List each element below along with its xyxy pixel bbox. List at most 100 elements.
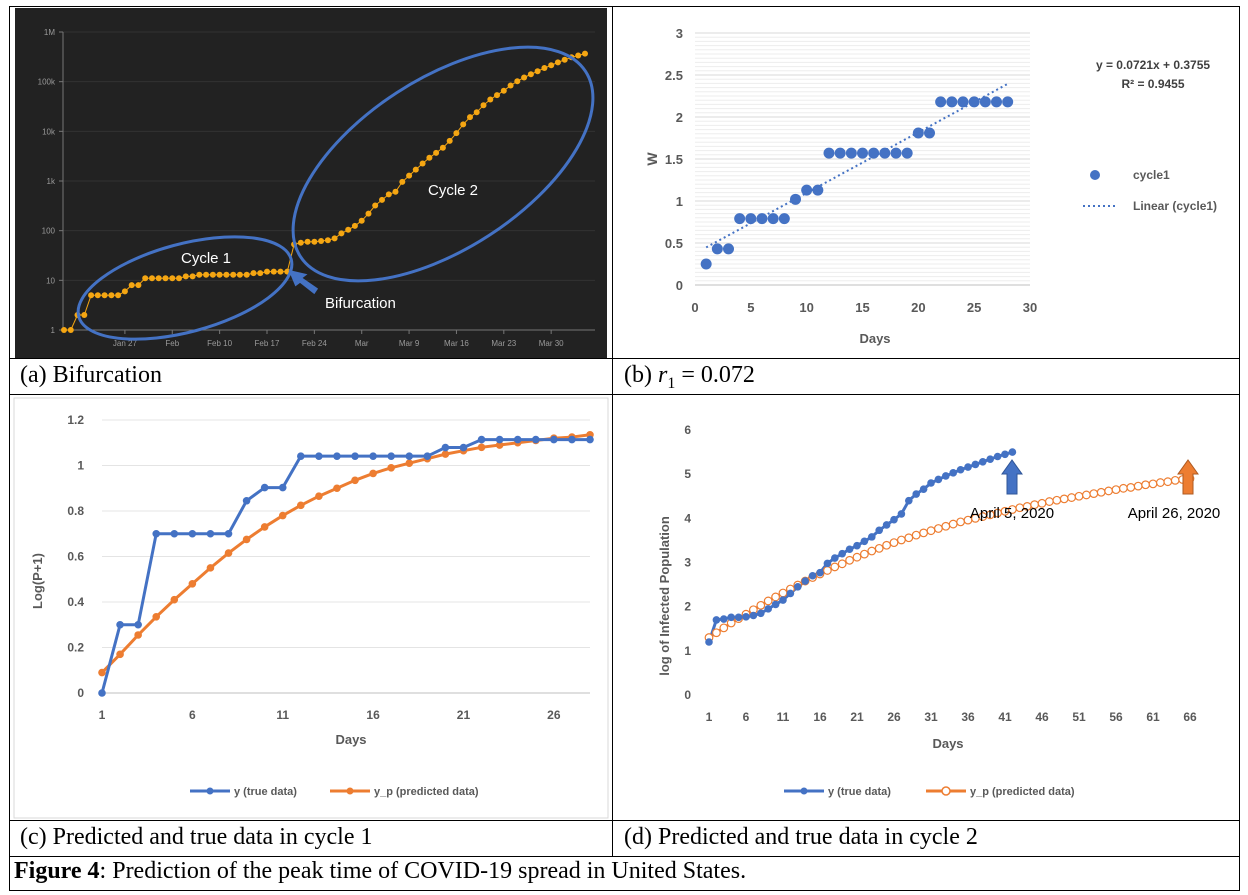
- chart-d-pred-point: [919, 528, 929, 538]
- chart-d-true-point: [1001, 450, 1009, 459]
- chart-c-pred-point: [315, 492, 323, 501]
- chart-d-pred-point: [837, 559, 847, 569]
- grid-caption2-bottom: [9, 856, 1240, 857]
- chart-a-point: [399, 178, 406, 185]
- chart-d-pred-point: [1133, 481, 1143, 491]
- chart-d-ytick-label: 4: [684, 511, 691, 525]
- chart-d-pred-point: [711, 628, 721, 638]
- chart-b-xtick-label: 15: [855, 300, 869, 315]
- chart-b-point: [700, 258, 712, 270]
- chart-a-xtick-label: Mar 23: [491, 339, 516, 348]
- chart-a-point: [61, 327, 67, 333]
- chart-a-xtick-label: Jan 27: [113, 339, 138, 348]
- chart-c-pred-point: [170, 595, 179, 604]
- chart-c-true-point: [152, 529, 161, 538]
- chart-b-point: [912, 127, 924, 139]
- chart-c-true-point: [242, 496, 251, 505]
- chart-a-point: [101, 292, 108, 299]
- chart-d-true-point: [979, 458, 987, 466]
- chart-a-point: [500, 87, 507, 94]
- legend-d-pred-dot: [941, 786, 951, 796]
- chart-c-xtick-label: 11: [276, 708, 289, 722]
- chart-d-xtick-label: 36: [961, 710, 975, 724]
- chart-c-true-point: [568, 435, 576, 444]
- chart-c-true-point: [188, 529, 197, 538]
- chart-d-xtick-label: 66: [1183, 710, 1197, 724]
- chart-c-true-point: [116, 620, 124, 629]
- cycle-2-label: Cycle 2: [428, 182, 478, 199]
- chart-d-pred-point: [1119, 483, 1128, 493]
- caption-b-prefix: (b): [624, 362, 658, 388]
- chart-c-true-point: [224, 529, 233, 538]
- chart-c-ytick-label: 0: [77, 686, 84, 700]
- chart-d-pred-point: [771, 592, 781, 602]
- chart-a-point: [264, 268, 270, 275]
- chart-d-pred-point: [889, 538, 899, 548]
- caption-b-variable: r: [657, 362, 668, 388]
- chart-c-predicted-line: [100, 433, 591, 674]
- chart-b-ylabel: W: [644, 152, 660, 166]
- chart-c-pred-point: [477, 443, 486, 452]
- chart-d-xlabel: Days: [932, 736, 963, 751]
- chart-c-pred-point: [152, 612, 161, 621]
- april-26-label: April 26, 2020: [1128, 505, 1221, 522]
- chart-b-point: [957, 96, 969, 108]
- chart-a-point: [575, 52, 582, 59]
- chart-a-point: [230, 271, 237, 278]
- chart-d-pred-point: [1089, 489, 1099, 498]
- chart-a-ytick-label: 10k: [42, 127, 56, 136]
- chart-c-true-point: [495, 435, 504, 444]
- chart-b-point: [723, 243, 734, 255]
- chart-a-xtick-label: Mar 9: [399, 339, 420, 348]
- chart-c-pred-point: [495, 441, 504, 449]
- chart-d-pred-point: [911, 530, 921, 540]
- chart-d-pred-point: [1141, 480, 1150, 490]
- chart-a: 1M 100k 10k 1k 100 10 1 Jan 27 Feb Feb 10 Feb 17 F…: [15, 8, 607, 358]
- chart-b-xtick-label: 20: [911, 300, 925, 315]
- chart-c-true-point: [441, 443, 450, 452]
- chart-b-point: [924, 127, 935, 139]
- chart-a-point: [94, 292, 101, 299]
- chart-d-pred-point: [859, 549, 869, 559]
- chart-c-true-point: [260, 483, 269, 492]
- chart-a-ytick-label: 100: [42, 227, 56, 236]
- chart-b-point: [1002, 96, 1014, 108]
- chart-a-point: [67, 327, 74, 333]
- chart-a-point: [142, 275, 149, 282]
- chart-b-point: [790, 193, 801, 205]
- chart-a-point: [473, 109, 480, 116]
- chart-d-pred-point: [1126, 483, 1136, 492]
- chart-c-true-point: [387, 452, 395, 460]
- chart-c-true-point: [333, 452, 341, 460]
- chart-a-point: [128, 282, 135, 289]
- legend-cycle1-marker: [1090, 170, 1100, 180]
- chart-d-pred-point: [904, 533, 914, 543]
- chart-a-point: [318, 238, 325, 244]
- chart-d-true-point: [942, 472, 950, 480]
- chart-b-point: [868, 147, 880, 159]
- chart-c-pred-point: [224, 549, 233, 557]
- grid-row2-bottom: [9, 820, 1240, 821]
- chart-d-pred-point: [897, 535, 906, 545]
- chart-a-point: [419, 160, 426, 167]
- chart-a-point: [494, 92, 500, 99]
- grid-left-border: [9, 6, 10, 891]
- chart-c-pred-point: [260, 523, 269, 531]
- chart-c-true-line: [100, 438, 590, 694]
- chart-a-point: [88, 292, 95, 299]
- chart-a-point: [460, 121, 467, 128]
- chart-a-point: [277, 268, 284, 275]
- chart-b-point: [801, 184, 813, 196]
- chart-c-true-point: [586, 435, 594, 444]
- figure-caption: Figure 4: Prediction of the peak time of…: [14, 858, 746, 885]
- chart-d-ytick-label: 2: [684, 600, 691, 614]
- chart-a-point: [182, 273, 189, 280]
- april-5-arrow-icon: [1001, 459, 1023, 495]
- chart-a-point: [135, 282, 142, 289]
- chart-b: 0 0.5 1 1.5 2 2.5 3 0 5 10 15 20 25 30 Days W y = 0.…: [644, 26, 1217, 346]
- chart-d-pred-point: [948, 519, 958, 529]
- chart-c-xtick-label: 26: [547, 708, 561, 722]
- chart-a-point: [561, 56, 568, 63]
- chart-a-ytick-label: 10: [46, 276, 55, 285]
- chart-a-ytick-label: 1M: [44, 28, 55, 37]
